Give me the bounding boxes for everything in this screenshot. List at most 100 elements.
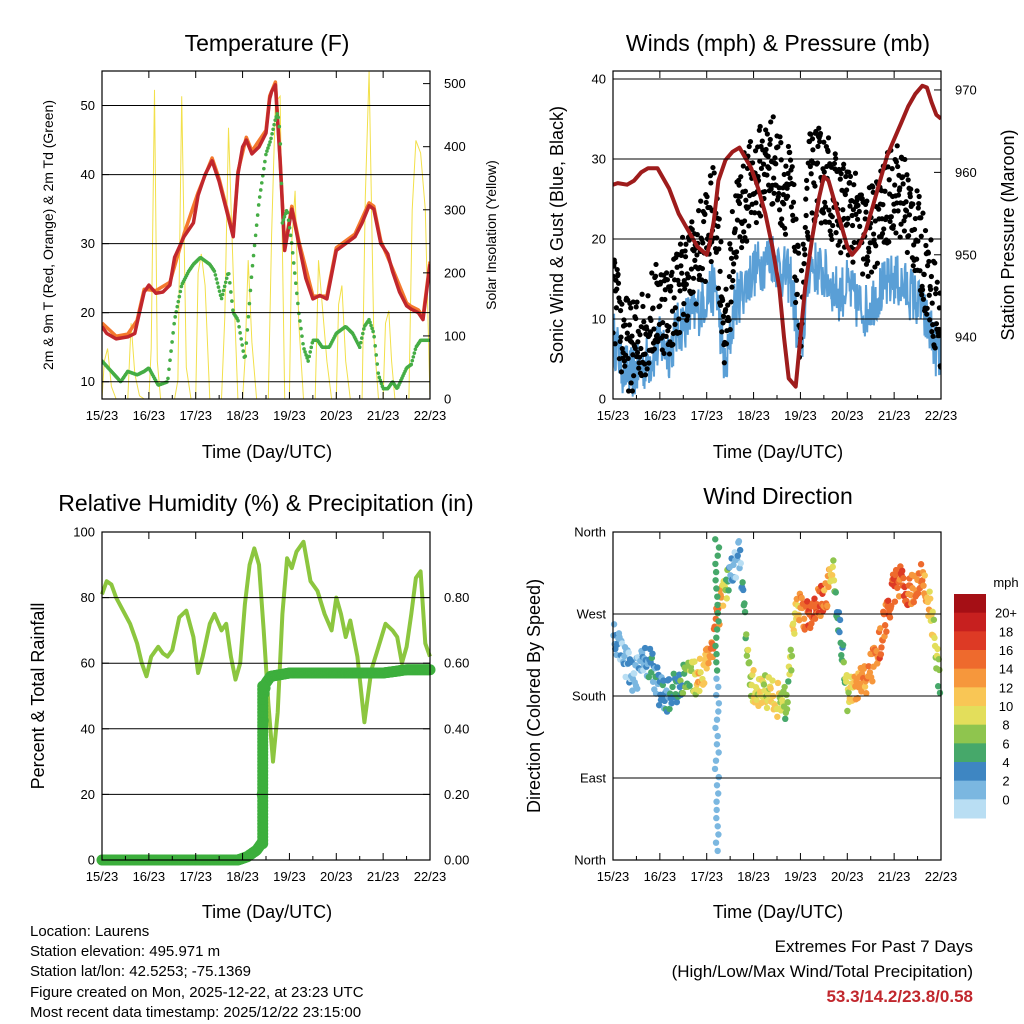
gust-point <box>867 240 873 246</box>
direction-point <box>844 707 851 715</box>
gust-point <box>912 215 918 222</box>
dewpoint-point <box>248 288 253 293</box>
dewpoint-point <box>277 124 282 129</box>
dewpoint-point <box>264 152 268 157</box>
gust-point <box>728 255 735 261</box>
direction-point <box>714 823 721 830</box>
gust-point <box>815 143 821 149</box>
dewpoint-point <box>243 354 248 359</box>
dewpoint-point <box>257 195 262 199</box>
direction-point <box>750 667 757 674</box>
temperature-x-tick-label: 19/23 <box>273 408 306 423</box>
gust-point <box>730 277 736 284</box>
gust-point <box>715 223 721 229</box>
gust-point <box>840 207 846 213</box>
direction-point <box>691 658 698 665</box>
direction-point <box>840 658 847 666</box>
gust-point <box>906 233 912 239</box>
gust-point <box>613 260 618 266</box>
direction-point <box>789 620 797 627</box>
gust-point <box>803 177 810 184</box>
dewpoint-point <box>217 289 222 293</box>
gust-point <box>881 226 887 232</box>
gust-point <box>699 265 706 272</box>
gust-point <box>853 211 859 217</box>
gust-point <box>862 216 868 222</box>
gust-point <box>680 311 687 317</box>
gust-point <box>767 141 773 147</box>
dewpoint-point <box>223 280 228 285</box>
gust-point <box>766 165 772 171</box>
direction-point <box>713 675 720 682</box>
gust-point <box>926 292 932 298</box>
gust-point <box>830 222 836 229</box>
direction-point <box>863 690 870 697</box>
gust-point <box>677 288 683 294</box>
dewpoint-point <box>282 215 287 219</box>
gust-point <box>721 360 727 366</box>
gust-point <box>775 144 781 150</box>
direction-point <box>714 609 721 617</box>
humidity-x-tick-label: 17/23 <box>179 869 212 884</box>
gust-point <box>642 351 648 357</box>
gust-point <box>804 229 811 235</box>
direction-point <box>715 544 723 551</box>
dewpoint-point <box>216 285 221 289</box>
gust-point <box>793 277 800 283</box>
direction-point <box>713 814 720 822</box>
temperature-x-axis-label: Time (Day/UTC) <box>202 442 332 462</box>
direction-point <box>739 579 746 586</box>
dewpoint-point <box>247 301 252 306</box>
direction-point <box>926 588 933 595</box>
gust-point <box>919 292 925 298</box>
direction-point <box>828 571 836 579</box>
dewpoint-point <box>169 349 173 353</box>
direction-point <box>774 713 781 720</box>
humidity-x-tick-label: 21/23 <box>367 869 400 884</box>
dewpoint-point <box>292 271 297 275</box>
direction-point <box>713 691 720 699</box>
gust-point <box>895 208 901 214</box>
direction-point <box>935 656 942 663</box>
gust-point <box>920 296 926 302</box>
humidity-x-tick-label: 15/23 <box>86 869 119 884</box>
direction-point <box>785 678 792 685</box>
gust-point <box>708 180 714 186</box>
gust-point <box>933 286 939 292</box>
gust-point <box>757 158 763 164</box>
gust-point <box>752 148 759 154</box>
gust-point <box>700 240 706 246</box>
gust-point <box>793 216 799 222</box>
temperature-right-tick-label: 0 <box>444 392 451 407</box>
humidity-x-tick-label: 22/23 <box>414 869 447 884</box>
gust-point <box>884 214 890 220</box>
temperature-x-tick-label: 20/23 <box>320 408 353 423</box>
dewpoint-point <box>286 218 291 222</box>
gust-point <box>932 345 938 351</box>
dewpoint-point <box>379 381 384 386</box>
temperature-y-axis-label: 2m & 9m T (Red, Orange) & 2m Td (Green) <box>40 100 56 370</box>
gust-point <box>617 307 624 314</box>
direction-point <box>878 644 885 651</box>
temperature-right-axis-label: Solar Insolation (Yellow) <box>483 160 499 310</box>
gust-point <box>894 200 900 206</box>
direction-point <box>737 560 744 567</box>
gust-point <box>776 207 783 213</box>
colorbar-label: 18 <box>999 624 1013 639</box>
direction-point <box>696 655 704 662</box>
gust-point <box>809 210 815 216</box>
dewpoint-point <box>213 273 218 277</box>
dewpoint-point <box>368 320 372 325</box>
temperature-x-tick-label: 22/23 <box>414 408 447 423</box>
gust-point <box>733 249 740 255</box>
direction-point <box>808 620 815 627</box>
direction-point <box>845 689 852 696</box>
direction-point <box>910 598 917 606</box>
gust-point <box>729 208 735 215</box>
gust-point <box>662 296 668 303</box>
winds-title: Winds (mph) & Pressure (mb) <box>626 30 930 56</box>
gust-point <box>795 250 802 256</box>
temp-2m-line <box>102 83 430 341</box>
gust-point <box>841 215 847 222</box>
